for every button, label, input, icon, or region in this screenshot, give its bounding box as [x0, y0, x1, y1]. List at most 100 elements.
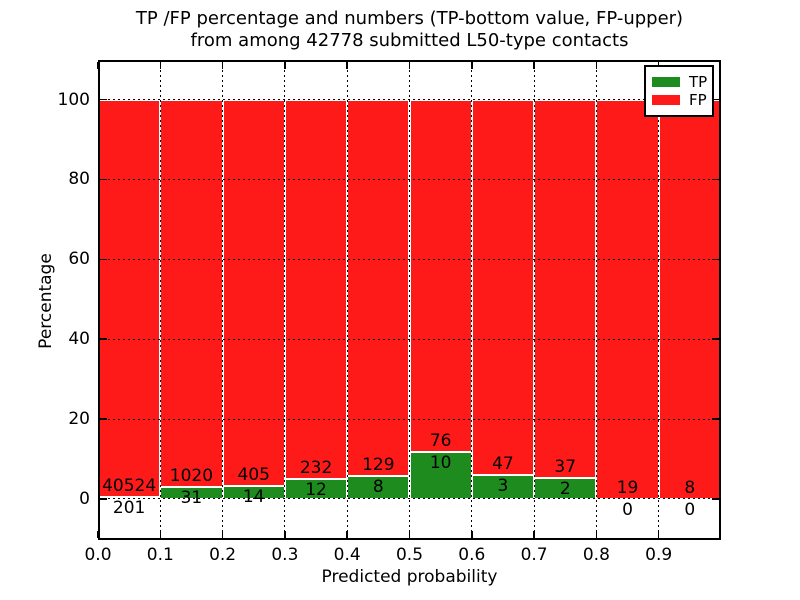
chart-title: TP /FP percentage and numbers (TP-bottom…	[98, 8, 721, 52]
x-tick-label: 0.1	[146, 545, 174, 565]
fp-bar-segment	[160, 99, 223, 488]
x-tick-label: 0.9	[645, 545, 673, 565]
x-gridline	[222, 60, 224, 540]
x-tick	[346, 531, 348, 538]
x-gridline	[533, 60, 535, 540]
fp-count-label: 1020	[169, 466, 214, 487]
x-tick-label: 0.4	[333, 545, 361, 565]
x-gridline	[409, 60, 410, 540]
fp-count-label: 37	[554, 457, 577, 478]
tp-bar-segment	[222, 485, 285, 499]
tp-bar-segment	[347, 475, 410, 499]
x-tick	[284, 531, 286, 538]
x-tick	[471, 531, 473, 538]
tp-bar-segment	[160, 487, 223, 499]
y-tick-label: 100	[57, 89, 90, 110]
x-tick-top	[221, 62, 224, 69]
fp-bar-segment	[596, 99, 659, 499]
tp-bar-segment	[284, 479, 348, 499]
fp-bar-segment	[222, 99, 285, 486]
y-tick	[100, 498, 107, 500]
fp-legend-swatch	[652, 95, 680, 105]
tp-count-label: 3	[497, 475, 509, 496]
x-tick	[97, 531, 99, 538]
tp-count-label: 0	[622, 499, 633, 520]
chart-title-line2: from among 42778 submitted L50-type cont…	[190, 30, 629, 51]
tp-count-label: 14	[242, 486, 265, 507]
x-tick-label: 0.6	[458, 545, 486, 565]
x-axis-label: Predicted probability	[321, 567, 498, 587]
x-tick-top	[159, 62, 162, 69]
y-tick	[100, 258, 107, 261]
y-tick-right	[712, 178, 719, 181]
legend: TP FP	[644, 65, 714, 117]
y-tick-label: 40	[68, 329, 90, 350]
y-tick-label: 20	[68, 409, 90, 429]
fp-bar-segment	[658, 99, 721, 499]
tp-count-label: 12	[305, 480, 327, 501]
x-tick	[657, 531, 660, 538]
x-tick	[221, 531, 224, 538]
x-gridline	[346, 60, 348, 540]
x-gridline	[159, 60, 161, 540]
tp-bar-segment	[534, 478, 597, 499]
fp-count-label: 40524	[102, 475, 157, 496]
x-tick-top	[533, 62, 535, 69]
x-tick	[533, 531, 535, 538]
tp-count-label: 0	[684, 499, 696, 520]
y-tick-right	[712, 338, 719, 340]
y-tick-label: 0	[79, 488, 90, 509]
y-tick	[100, 418, 107, 420]
fp-bar-segment	[534, 99, 597, 479]
y-tick-right	[712, 498, 719, 500]
fp-count-label: 47	[492, 453, 514, 474]
y-tick-right	[712, 258, 719, 261]
plot-area: 40524 201 1020 31 405 14 232 12 129 8 76 10 47 3 37 2 19…	[97, 60, 721, 540]
x-gridline	[658, 60, 660, 540]
y-tick	[100, 338, 107, 340]
y-tick-label: 60	[68, 249, 90, 270]
y-tick	[100, 178, 107, 181]
fp-bar-segment	[471, 99, 535, 475]
fp-count-label: 8	[684, 477, 696, 498]
fp-bar-segment	[409, 99, 472, 453]
tp-count-label: 201	[112, 497, 146, 518]
x-tick-label: 0.7	[520, 545, 548, 565]
x-tick-label: 0.0	[84, 545, 112, 565]
x-tick	[159, 531, 162, 538]
x-tick-label: 0.8	[582, 545, 610, 565]
tp-legend-label: TP	[689, 73, 708, 91]
x-tick-top	[284, 62, 286, 69]
x-tick-top	[97, 62, 99, 69]
y-tick-label: 80	[68, 169, 90, 190]
y-tick	[100, 98, 107, 101]
legend-entry-fp: FP	[652, 91, 707, 109]
x-tick	[408, 531, 411, 538]
tp-count-label: 31	[180, 488, 203, 509]
x-gridline	[284, 60, 286, 540]
fp-count-label: 19	[616, 477, 639, 498]
tp-count-label: 10	[429, 453, 452, 474]
y-tick-right	[712, 98, 719, 101]
x-gridline	[595, 60, 597, 540]
x-tick-label: 0.5	[395, 545, 424, 565]
x-tick-top	[346, 62, 348, 69]
fp-count-label: 76	[429, 431, 452, 452]
fp-count-label: 129	[362, 454, 395, 475]
fp-count-label: 232	[299, 458, 333, 479]
legend-entry-tp: TP	[652, 73, 708, 91]
x-tick-top	[471, 62, 473, 69]
y-axis-label: Percentage	[36, 253, 56, 349]
x-tick-top	[408, 62, 411, 69]
fp-bar-segment	[98, 99, 161, 497]
x-tick	[595, 531, 598, 538]
x-tick-label: 0.3	[271, 545, 299, 565]
fp-legend-label: FP	[689, 91, 707, 109]
tp-count-label: 8	[372, 476, 384, 497]
tp-count-label: 2	[559, 479, 571, 500]
fp-bar-segment	[347, 99, 410, 476]
chart-title-line1: TP /FP percentage and numbers (TP-bottom…	[135, 8, 684, 29]
tp-legend-swatch	[652, 77, 680, 87]
fp-count-label: 405	[237, 464, 270, 485]
